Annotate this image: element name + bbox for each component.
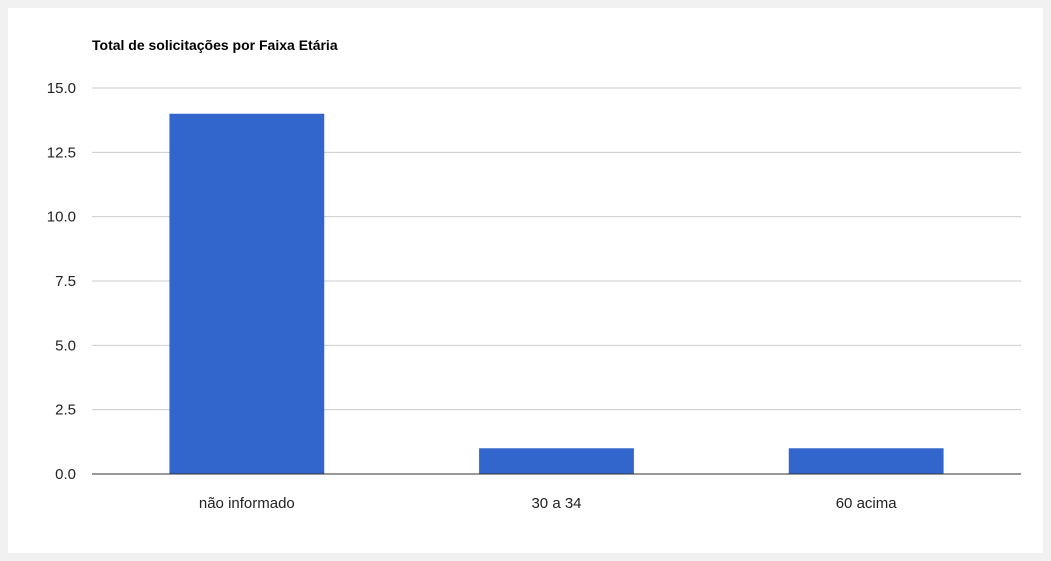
y-tick-label: 15.0 bbox=[47, 80, 76, 97]
y-tick-label: 0.0 bbox=[55, 466, 76, 483]
bar[interactable] bbox=[479, 448, 634, 474]
bar-chart: Total de solicitações por Faixa Etária 0… bbox=[47, 37, 1021, 512]
y-tick-label: 7.5 bbox=[55, 273, 76, 290]
x-category-label: não informado bbox=[199, 495, 295, 512]
y-tick-label: 10.0 bbox=[47, 209, 76, 226]
y-tick-label: 2.5 bbox=[55, 402, 76, 419]
chart-card: Total de solicitações por Faixa Etária 0… bbox=[8, 8, 1043, 553]
bar[interactable] bbox=[169, 113, 325, 474]
y-axis-labels: 0.0 2.5 5.0 7.5 10.0 12.5 15.0 bbox=[47, 80, 76, 483]
chart-title: Total de solicitações por Faixa Etária bbox=[92, 37, 338, 53]
y-tick-label: 5.0 bbox=[55, 337, 76, 354]
bar[interactable] bbox=[788, 448, 944, 474]
y-tick-label: 12.5 bbox=[47, 144, 76, 161]
x-category-label: 60 acima bbox=[836, 495, 898, 512]
x-category-label: 30 a 34 bbox=[531, 495, 581, 512]
bars-layer bbox=[169, 113, 944, 474]
x-axis-labels: não informado 30 a 34 60 acima bbox=[199, 495, 897, 512]
